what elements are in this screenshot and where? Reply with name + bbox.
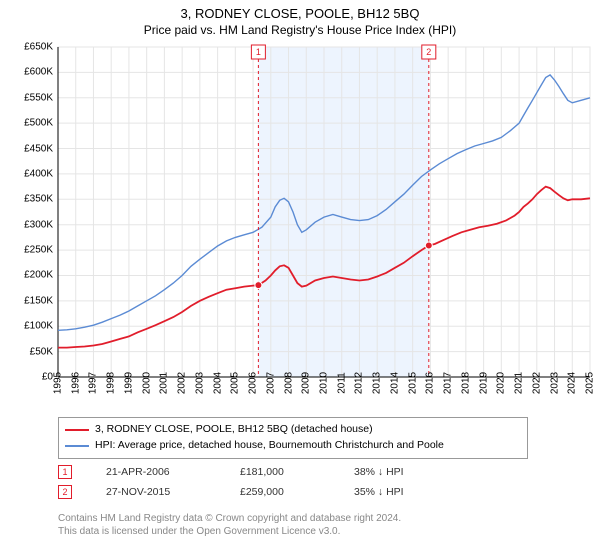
x-tick-label: 2006 — [248, 372, 259, 394]
x-tick-label: 2002 — [177, 372, 188, 394]
x-tick-label: 2018 — [460, 372, 471, 394]
sale-row: 2 27-NOV-2015 £259,000 35% ↓ HPI — [58, 482, 404, 502]
x-tick-label: 2003 — [194, 372, 205, 394]
x-tick-label: 2008 — [283, 372, 294, 394]
x-tick-label: 2005 — [230, 372, 241, 394]
y-tick-label: £100K — [24, 321, 53, 332]
legend-row: HPI: Average price, detached house, Bour… — [65, 438, 521, 454]
y-tick-label: £200K — [24, 270, 53, 281]
chart-svg: 12 — [58, 47, 590, 377]
sale-delta: 35% ↓ HPI — [354, 486, 404, 498]
legend: 3, RODNEY CLOSE, POOLE, BH12 5BQ (detach… — [58, 417, 528, 459]
x-tick-label: 2025 — [585, 372, 596, 394]
x-tick-label: 2019 — [478, 372, 489, 394]
x-tick-label: 2014 — [389, 372, 400, 394]
sales-table: 1 21-APR-2006 £181,000 38% ↓ HPI 2 27-NOV-201… — [58, 462, 404, 502]
y-tick-label: £450K — [24, 143, 53, 154]
y-tick-label: £500K — [24, 118, 53, 129]
y-tick-label: £0 — [42, 372, 53, 383]
x-tick-label: 2007 — [265, 372, 276, 394]
x-tick-label: 2013 — [372, 372, 383, 394]
y-tick-label: £300K — [24, 219, 53, 230]
y-tick-label: £650K — [24, 42, 53, 53]
x-tick-label: 1995 — [53, 372, 64, 394]
x-tick-label: 2017 — [443, 372, 454, 394]
y-tick-label: £400K — [24, 168, 53, 179]
y-tick-label: £50K — [30, 346, 53, 357]
x-tick-label: 1998 — [106, 372, 117, 394]
legend-label: HPI: Average price, detached house, Bour… — [95, 438, 444, 454]
sale-price: £259,000 — [240, 486, 320, 498]
x-tick-label: 2022 — [531, 372, 542, 394]
y-tick-label: £600K — [24, 67, 53, 78]
x-tick-label: 2024 — [567, 372, 578, 394]
sale-row: 1 21-APR-2006 £181,000 38% ↓ HPI — [58, 462, 404, 482]
y-tick-label: £350K — [24, 194, 53, 205]
x-tick-label: 1999 — [123, 372, 134, 394]
gridlines — [58, 47, 590, 377]
x-tick-label: 2015 — [407, 372, 418, 394]
legend-label: 3, RODNEY CLOSE, POOLE, BH12 5BQ (detach… — [95, 422, 373, 438]
highlight-band — [258, 47, 428, 377]
attribution: Contains HM Land Registry data © Crown c… — [58, 512, 401, 538]
x-tick-label: 2016 — [425, 372, 436, 394]
x-tick-label: 2001 — [159, 372, 170, 394]
x-tick-label: 2011 — [336, 372, 347, 394]
attribution-line: Contains HM Land Registry data © Crown c… — [58, 512, 401, 525]
legend-swatch-hpi — [65, 445, 89, 447]
y-tick-label: £150K — [24, 295, 53, 306]
sale-index-box: 1 — [58, 465, 72, 479]
y-tick-label: £250K — [24, 245, 53, 256]
x-tick-label: 2004 — [212, 372, 223, 394]
chart-subtitle: Price paid vs. HM Land Registry's House … — [0, 21, 600, 41]
svg-text:1: 1 — [256, 47, 261, 57]
x-tick-label: 2009 — [301, 372, 312, 394]
x-tick-label: 2023 — [549, 372, 560, 394]
sale-date: 27-NOV-2015 — [106, 486, 206, 498]
sale-delta: 38% ↓ HPI — [354, 466, 404, 478]
plot-area: 12 £0£50K£100K£150K£200K£250K£300K£350K£… — [0, 41, 600, 416]
x-tick-label: 1997 — [88, 372, 99, 394]
x-tick-label: 2000 — [141, 372, 152, 394]
svg-text:2: 2 — [426, 47, 431, 57]
y-tick-label: £550K — [24, 92, 53, 103]
x-tick-label: 2010 — [319, 372, 330, 394]
sale-date: 21-APR-2006 — [106, 466, 206, 478]
legend-swatch-property — [65, 429, 89, 431]
attribution-line: This data is licensed under the Open Gov… — [58, 525, 401, 538]
x-tick-label: 1996 — [70, 372, 81, 394]
x-tick-label: 2021 — [514, 372, 525, 394]
x-tick-label: 2012 — [354, 372, 365, 394]
chart-title: 3, RODNEY CLOSE, POOLE, BH12 5BQ — [0, 0, 600, 21]
legend-row: 3, RODNEY CLOSE, POOLE, BH12 5BQ (detach… — [65, 422, 521, 438]
x-tick-label: 2020 — [496, 372, 507, 394]
sale-price: £181,000 — [240, 466, 320, 478]
sale-index-box: 2 — [58, 485, 72, 499]
